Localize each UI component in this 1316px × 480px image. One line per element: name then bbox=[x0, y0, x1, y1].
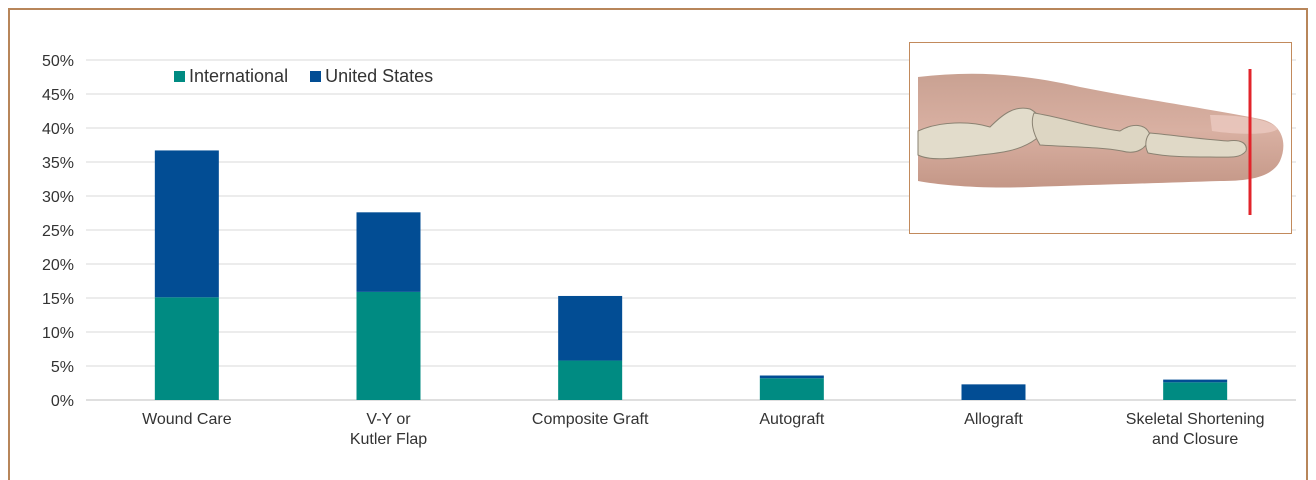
bar-international bbox=[759, 378, 824, 400]
x-tick-label: and Closure bbox=[1152, 431, 1238, 448]
legend-label-united-states: United States bbox=[325, 66, 434, 86]
bar-united-states bbox=[961, 384, 1026, 400]
x-tick-label: Autograft bbox=[759, 411, 824, 428]
bar-international bbox=[356, 291, 421, 400]
bar-united-states bbox=[154, 150, 219, 298]
y-axis-ticks: 0% 5% 10% 15% 20% 25% 30% 35% 40% 45% 50% bbox=[42, 53, 74, 410]
bar-international bbox=[1163, 382, 1228, 400]
bar-international bbox=[154, 297, 219, 400]
y-tick-label: 45% bbox=[42, 87, 74, 104]
legend-item-international: International bbox=[174, 66, 288, 87]
y-tick-label: 25% bbox=[42, 223, 74, 240]
y-tick-label: 15% bbox=[42, 291, 74, 308]
legend: International United States bbox=[174, 66, 433, 87]
legend-swatch-united-states bbox=[310, 71, 322, 82]
x-tick-label: Wound Care bbox=[142, 411, 232, 428]
finger-xray-icon bbox=[917, 69, 1284, 215]
legend-swatch-international bbox=[174, 71, 185, 82]
y-tick-label: 0% bbox=[51, 393, 74, 410]
bar-united-states bbox=[356, 212, 421, 292]
finger-xray-inset bbox=[909, 42, 1292, 234]
y-tick-label: 30% bbox=[42, 189, 74, 206]
bar-united-states bbox=[558, 295, 623, 361]
y-tick-label: 5% bbox=[51, 359, 74, 376]
x-tick-label: Allograft bbox=[964, 411, 1023, 428]
y-tick-label: 20% bbox=[42, 257, 74, 274]
bar-international bbox=[558, 360, 623, 400]
x-tick-label: Skeletal Shortening bbox=[1126, 411, 1265, 428]
bars bbox=[154, 150, 1228, 400]
x-tick-label: Composite Graft bbox=[532, 411, 649, 428]
y-tick-label: 50% bbox=[42, 53, 74, 70]
y-tick-label: 40% bbox=[42, 121, 74, 138]
y-tick-label: 35% bbox=[42, 155, 74, 172]
y-tick-label: 10% bbox=[42, 325, 74, 342]
legend-item-united-states: United States bbox=[310, 66, 433, 87]
bar-united-states bbox=[759, 375, 824, 379]
x-axis-labels: Wound Care V-Y or Kutler Flap Composite Gra… bbox=[142, 411, 1264, 448]
x-tick-label: Kutler Flap bbox=[350, 431, 427, 448]
x-tick-label: V-Y or bbox=[366, 411, 411, 428]
bar-united-states bbox=[1163, 379, 1228, 383]
legend-label-international: International bbox=[189, 66, 289, 86]
